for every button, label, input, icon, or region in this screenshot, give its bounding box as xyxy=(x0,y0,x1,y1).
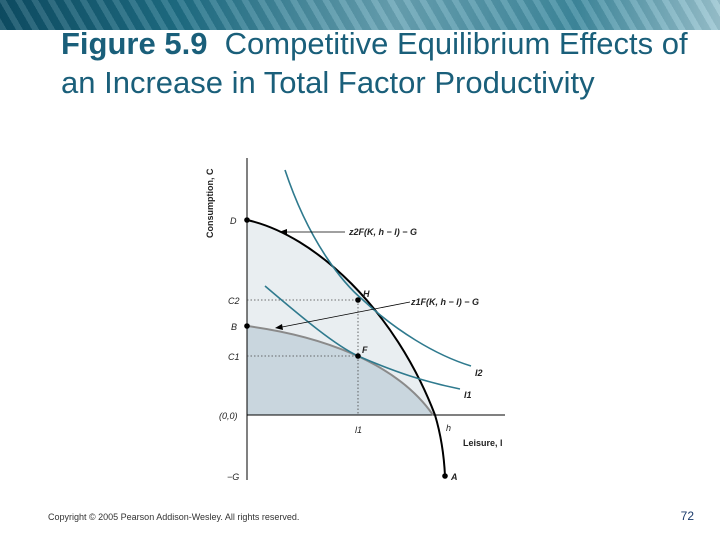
point-label-f: F xyxy=(362,345,368,355)
tick-label-b: B xyxy=(231,322,237,332)
slide-title: Figure 5.9 Competitive Equilibrium Effec… xyxy=(61,24,701,102)
figure-number: Figure 5.9 xyxy=(61,26,208,61)
y-axis-label: Consumption, C xyxy=(205,168,215,238)
arrow-ppf1 xyxy=(276,301,411,329)
arrow-ppf2-head xyxy=(279,229,287,235)
point-b xyxy=(244,323,250,329)
indifference-curve-i2 xyxy=(284,169,472,367)
point-a xyxy=(442,473,448,479)
point-label-a: A xyxy=(450,472,458,482)
copyright-notice: Copyright © 2005 Pearson Addison-Wesley.… xyxy=(48,512,300,522)
page-number: 72 xyxy=(680,509,694,523)
figure-title: Competitive Equilibrium Effects of an In… xyxy=(61,26,688,100)
arrow-ppf1-head xyxy=(275,324,283,330)
inner-feasible-region xyxy=(247,326,433,415)
equilibrium-diagram: Consumption, C Leisure, l D C2 B C1 (0,0… xyxy=(205,158,505,482)
point-h xyxy=(355,297,361,303)
point-f xyxy=(355,353,361,359)
curve-label-i1: I1 xyxy=(464,390,472,400)
tick-label-c2: C2 xyxy=(228,296,240,306)
tick-label-c1: C1 xyxy=(228,352,240,362)
curve-label-ppf2: z2F(K, h − l) − G xyxy=(348,227,417,237)
tick-label-neg-g: −G xyxy=(227,472,239,482)
header-band xyxy=(0,0,720,30)
point-label-h: H xyxy=(363,289,370,299)
curve-label-i2: I2 xyxy=(475,368,483,378)
origin-label: (0,0) xyxy=(219,411,238,421)
point-d xyxy=(244,217,250,223)
ppf-new-curve xyxy=(246,219,446,477)
tick-label-d: D xyxy=(230,216,237,226)
curve-label-ppf1: z1F(K, h − l) − G xyxy=(410,297,479,307)
tick-label-h: h xyxy=(446,423,451,433)
tick-label-l1: l1 xyxy=(355,425,362,435)
x-axis-label: Leisure, l xyxy=(463,438,503,448)
